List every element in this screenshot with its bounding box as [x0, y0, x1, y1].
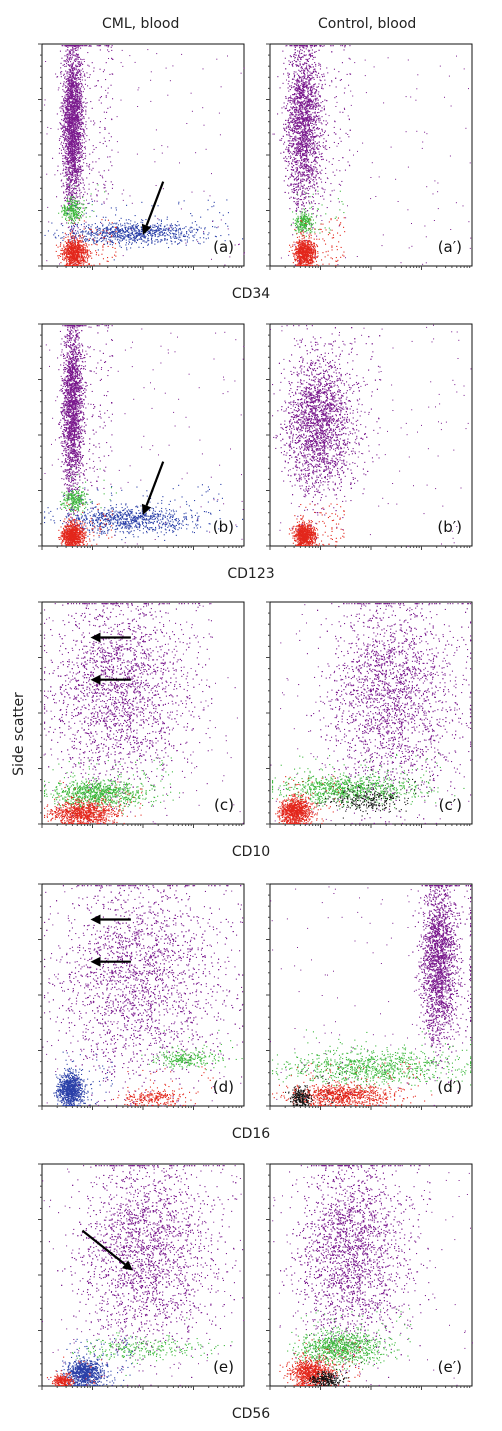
y-axis-ticks — [38, 323, 42, 547]
plot-frame — [269, 1163, 473, 1387]
population-red — [288, 217, 346, 266]
x-axis-label: CD56 — [0, 1406, 502, 1422]
panel-label: (d) — [213, 1078, 234, 1096]
x-axis-ticks — [269, 1386, 471, 1390]
x-axis-ticks — [269, 266, 471, 270]
annotation-arrow-icon — [90, 956, 131, 967]
panel-label: (a) — [213, 238, 234, 256]
background-events — [42, 886, 244, 1107]
x-axis-ticks — [269, 546, 471, 550]
x-axis-ticks — [41, 1106, 243, 1110]
annotation-arrow-icon — [90, 632, 131, 643]
x-axis-ticks — [41, 1386, 243, 1390]
population-purple — [272, 325, 382, 546]
population-purple — [44, 603, 236, 824]
population-red — [288, 503, 345, 546]
scatter-panel-cd56-cml: (e) — [38, 1163, 245, 1390]
annotation-arrow-icon — [90, 914, 131, 925]
y-axis-ticks — [38, 43, 42, 267]
population-purple — [298, 603, 472, 824]
column-title-cml: CML, blood — [102, 16, 179, 32]
population-purple — [48, 1165, 244, 1386]
population-purple — [44, 885, 244, 1106]
scatter-panel-cd56-control: (e′) — [266, 1163, 473, 1390]
y-axis-ticks — [266, 323, 270, 547]
population-purple — [56, 325, 114, 546]
population-red — [55, 219, 117, 266]
annotation-arrow-icon — [141, 461, 165, 515]
scatter-panel-cd10-control: (c′) — [266, 601, 473, 828]
x-axis-label: CD34 — [0, 286, 502, 302]
x-axis-label: CD16 — [0, 1126, 502, 1142]
x-axis-label: CD123 — [0, 566, 502, 582]
population-purple — [52, 45, 114, 265]
population-red — [44, 780, 143, 824]
population-blue — [53, 1051, 113, 1106]
population-green — [72, 1317, 233, 1376]
x-axis-ticks — [41, 824, 243, 828]
x-axis-ticks — [269, 1106, 471, 1110]
population-blue — [44, 199, 244, 261]
y-axis-ticks — [266, 601, 270, 825]
scatter-panel-cd16-control: (d′) — [266, 883, 473, 1110]
panel-label: (e′) — [438, 1358, 462, 1376]
y-axis-ticks — [38, 601, 42, 825]
background-events — [42, 1167, 245, 1386]
population-blue — [56, 1337, 134, 1386]
panel-label: (c′) — [439, 796, 462, 814]
population-red — [46, 1356, 103, 1386]
population-green — [141, 1029, 243, 1071]
panel-label: (a′) — [438, 238, 462, 256]
population-purple — [412, 885, 472, 1106]
x-axis-ticks — [41, 546, 243, 550]
scatter-panel-cd123-control: (b′) — [266, 323, 473, 550]
population-green — [44, 757, 181, 815]
panel-label: (e) — [213, 1358, 234, 1376]
population-green — [272, 753, 465, 811]
y-axis-ticks — [266, 1163, 270, 1387]
x-axis-label: CD10 — [0, 844, 502, 860]
population-purple — [277, 45, 352, 266]
background-events — [272, 45, 472, 266]
panel-label: (b′) — [437, 518, 462, 536]
population-red — [275, 775, 342, 824]
population-green — [58, 178, 106, 225]
background-events — [270, 604, 472, 825]
population-green — [272, 1029, 472, 1106]
column-title-control: Control, blood — [318, 16, 416, 32]
population-black — [316, 769, 431, 819]
population-green — [290, 190, 345, 237]
population-purple — [273, 1165, 443, 1386]
scatter-panel-cd123-cml: (b) — [38, 323, 245, 550]
panel-label: (d′) — [437, 1078, 462, 1096]
background-events — [44, 48, 245, 266]
annotation-arrow-icon — [90, 674, 131, 685]
scatter-panel-cd10-cml: (c) — [38, 601, 245, 828]
y-axis-ticks — [38, 883, 42, 1107]
background-events — [270, 324, 472, 547]
x-axis-ticks — [41, 266, 243, 270]
y-axis-ticks — [266, 43, 270, 267]
plot-frame — [269, 601, 473, 825]
panel-label: (c) — [214, 796, 234, 814]
scatter-panel-cd34-cml: (a) — [38, 43, 245, 270]
annotation-arrow-icon — [141, 181, 165, 235]
annotation-arrow-icon — [81, 1229, 133, 1271]
population-red — [112, 1066, 214, 1106]
population-black — [285, 1070, 341, 1106]
background-events — [270, 886, 473, 1106]
y-axis-label: Side scatter — [11, 689, 27, 779]
background-events — [272, 1172, 473, 1387]
scatter-panel-cd34-control: (a′) — [266, 43, 473, 270]
y-axis-ticks — [38, 1163, 42, 1387]
population-red — [58, 502, 113, 546]
background-events — [43, 602, 244, 824]
y-axis-ticks — [266, 883, 270, 1107]
panel-label: (b) — [213, 518, 234, 536]
x-axis-ticks — [269, 824, 471, 828]
scatter-panel-cd16-cml: (d) — [38, 883, 245, 1110]
population-green — [287, 1308, 412, 1386]
population-black — [304, 1351, 362, 1386]
